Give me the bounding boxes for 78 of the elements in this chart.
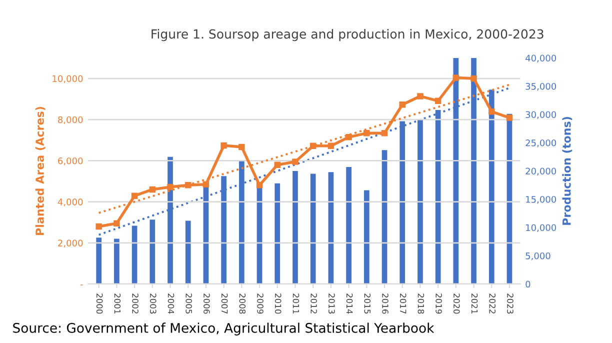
x-tick-label: 2007 xyxy=(221,294,228,314)
point xyxy=(452,74,460,81)
y2-tick-label: 15,000 xyxy=(526,196,556,204)
y2-tick-label: 0 xyxy=(526,280,530,288)
bar xyxy=(328,172,334,284)
y-tick-label: 8,000 xyxy=(58,116,83,124)
x-tick-label: 2002 xyxy=(132,294,138,314)
x-tick-label: 2013 xyxy=(328,294,335,314)
bar xyxy=(292,170,298,284)
x-tick-label: 2020 xyxy=(454,294,460,314)
x-tick-label: 2009 xyxy=(257,294,264,314)
bar xyxy=(382,150,388,284)
x-tick-label: 2023 xyxy=(507,294,514,314)
y2-tick-label: 20,000 xyxy=(526,168,556,176)
point xyxy=(292,158,298,165)
point xyxy=(149,186,156,193)
point xyxy=(274,162,281,168)
bar xyxy=(114,238,120,284)
y-tick-label: 4,000 xyxy=(58,198,83,206)
point xyxy=(417,93,424,100)
point xyxy=(220,142,227,149)
point xyxy=(114,220,120,227)
x-tick-label: 2021 xyxy=(471,294,478,314)
x-tick-label: 2001 xyxy=(114,294,121,314)
x-tick-label: 2000 xyxy=(96,294,103,314)
point xyxy=(328,142,334,150)
bar xyxy=(364,190,370,284)
point xyxy=(202,181,210,188)
x-tick-label: 2014 xyxy=(346,294,353,314)
bar xyxy=(346,167,352,284)
x-tick-label: 2005 xyxy=(186,294,192,314)
point xyxy=(470,75,477,82)
point xyxy=(238,144,245,150)
y2-tick-label: 5,000 xyxy=(526,252,550,260)
y2-tick-label: 40,000 xyxy=(526,54,556,62)
y2-axis-title: Production (tons) xyxy=(562,117,572,225)
bar xyxy=(310,174,316,284)
point xyxy=(506,114,513,121)
bar xyxy=(132,226,138,284)
bar xyxy=(96,238,102,284)
y-axis-title: Planted Area (Acres) xyxy=(35,106,46,235)
x-tick-label: 2003 xyxy=(150,294,156,314)
x-tick-label: 2011 xyxy=(292,294,300,314)
bar xyxy=(274,183,280,284)
y2-tick-label: 35,000 xyxy=(526,82,556,91)
x-tick-label: 2016 xyxy=(382,294,388,314)
bar xyxy=(150,220,156,284)
point xyxy=(346,134,352,140)
y-tick-label: 10,000 xyxy=(52,75,83,83)
x-tick-label: 2015 xyxy=(364,294,371,314)
point xyxy=(399,101,406,108)
y2-tick-label: 30,000 xyxy=(526,111,556,119)
x-tick-label: 2008 xyxy=(239,294,246,314)
x-tick-label: 2018 xyxy=(418,294,424,314)
point xyxy=(131,192,138,199)
x-tick-label: 2022 xyxy=(489,294,496,314)
y2-tick-label: 25,000 xyxy=(526,139,556,148)
bar xyxy=(185,220,191,284)
point xyxy=(96,223,102,230)
x-tick-label: 2004 xyxy=(168,294,174,314)
y2-tick-label: 10,000 xyxy=(526,224,556,232)
y-tick-label: - xyxy=(80,284,83,286)
y-tick-label: 6,000 xyxy=(58,157,83,166)
y-tick-label: 2,000 xyxy=(58,240,83,248)
point xyxy=(488,108,495,115)
x-tick-label: 2017 xyxy=(400,294,406,314)
point xyxy=(184,182,192,188)
x-tick-label: 2006 xyxy=(204,294,210,314)
point xyxy=(167,184,174,190)
x-tick-label: 2012 xyxy=(310,294,317,314)
source-note: Source: Government of Mexico, Agricultural Statistical Yearbook xyxy=(13,322,434,336)
chart-title: Figure 1. Soursop areage and production in Mexico, 2000-2023 xyxy=(152,29,544,42)
x-tick-label: 2010 xyxy=(274,294,282,314)
point xyxy=(434,98,442,104)
point xyxy=(381,130,388,136)
point xyxy=(364,130,370,136)
x-tick-label: 2019 xyxy=(436,294,442,314)
point xyxy=(256,182,263,188)
